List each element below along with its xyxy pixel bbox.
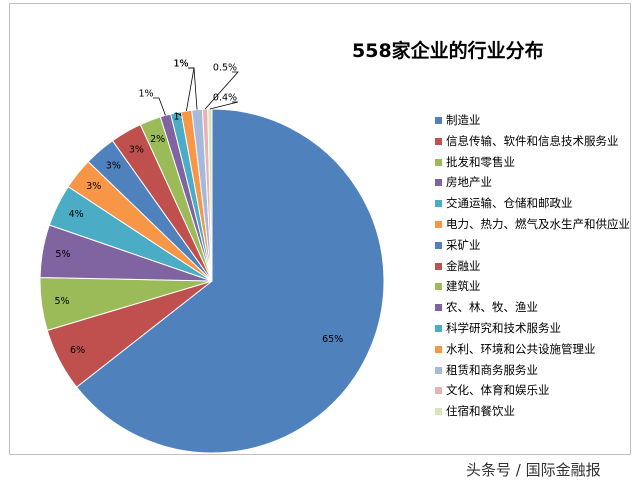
legend-item: 科学研究和技术服务业 bbox=[435, 318, 630, 339]
pie-slice-15 bbox=[207, 108, 213, 282]
leader-line-10 bbox=[153, 97, 166, 116]
data-label-8: 3% bbox=[129, 144, 144, 155]
legend-label: 农、林、牧、渔业 bbox=[446, 300, 538, 315]
legend-item: 制造业 bbox=[435, 110, 630, 131]
legend-item: 农、林、牧、渔业 bbox=[435, 297, 630, 318]
data-label-11: 1% bbox=[173, 112, 188, 123]
leader-line-12 bbox=[185, 67, 195, 111]
legend-swatch bbox=[435, 179, 442, 187]
data-label-10: 1% bbox=[138, 89, 153, 100]
data-label-7: 3% bbox=[106, 161, 121, 172]
legend-swatch bbox=[435, 200, 442, 208]
data-label-6: 3% bbox=[86, 181, 101, 192]
legend-swatch bbox=[435, 158, 442, 166]
legend-swatch bbox=[435, 117, 442, 124]
legend-swatch bbox=[435, 387, 442, 395]
legend-label: 租赁和商务服务业 bbox=[446, 362, 538, 377]
legend-item: 建筑业 bbox=[435, 276, 630, 297]
legend-item: 电力、热力、燃气及水生产和供应业 bbox=[435, 214, 630, 235]
legend-swatch bbox=[435, 366, 442, 374]
legend-item: 批发和零售业 bbox=[435, 152, 630, 173]
chart-title: 558家企业的行业分布 bbox=[352, 40, 544, 62]
legend-item: 文化、体育和娱乐业 bbox=[435, 380, 630, 401]
legend-swatch bbox=[435, 408, 442, 416]
legend-item: 住宿和餐饮业 bbox=[435, 401, 630, 422]
leader-line-15 bbox=[209, 101, 239, 110]
data-label-13: 1% bbox=[173, 59, 188, 70]
leader-line-14 bbox=[204, 71, 239, 110]
legend-swatch bbox=[435, 137, 442, 145]
data-label-5: 4% bbox=[69, 209, 84, 220]
legend-swatch bbox=[435, 304, 442, 312]
leader-line-13 bbox=[188, 67, 198, 110]
legend-label: 电力、热力、燃气及水生产和供应业 bbox=[446, 216, 630, 231]
legend-label: 住宿和餐饮业 bbox=[446, 404, 515, 419]
legend-item: 水利、环境和公共设施管理业 bbox=[435, 339, 630, 360]
legend-item: 房地产业 bbox=[435, 172, 630, 193]
legend-label: 房地产业 bbox=[446, 175, 492, 190]
legend-item: 金融业 bbox=[435, 256, 630, 277]
data-label-9: 2% bbox=[150, 134, 165, 145]
legend-item: 租赁和商务服务业 bbox=[435, 360, 630, 381]
data-label-12: 1% bbox=[173, 59, 188, 70]
data-label-14: 0.5% bbox=[213, 63, 237, 74]
pie-slice-1 bbox=[75, 108, 385, 454]
data-label-2: 6% bbox=[70, 345, 85, 356]
legend-label: 信息传输、软件和信息技术服务业 bbox=[446, 133, 619, 148]
data-label-15: 0.4% bbox=[213, 93, 237, 104]
legend-swatch bbox=[435, 283, 442, 291]
watermark: 头条号 / 国际金融报 bbox=[466, 461, 601, 479]
legend-label: 水利、环境和公共设施管理业 bbox=[446, 341, 596, 356]
legend-label: 交通运输、仓储和邮政业 bbox=[446, 196, 573, 211]
legend-swatch bbox=[435, 262, 442, 270]
legend-swatch bbox=[435, 345, 442, 353]
legend-item: 采矿业 bbox=[435, 235, 630, 256]
legend-label: 金融业 bbox=[446, 258, 481, 273]
data-label-3: 5% bbox=[54, 296, 69, 307]
legend-label: 文化、体育和娱乐业 bbox=[446, 383, 550, 398]
legend-swatch bbox=[435, 241, 442, 249]
legend-swatch bbox=[435, 324, 442, 332]
legend-label: 科学研究和技术服务业 bbox=[446, 320, 561, 335]
legend-label: 建筑业 bbox=[446, 279, 481, 294]
legend-swatch bbox=[435, 220, 442, 228]
legend-item: 信息传输、软件和信息技术服务业 bbox=[435, 131, 630, 152]
legend-label: 制造业 bbox=[446, 113, 481, 127]
data-label-4: 5% bbox=[55, 249, 70, 260]
legend-item: 交通运输、仓储和邮政业 bbox=[435, 193, 630, 214]
data-label-1: 65% bbox=[322, 334, 343, 345]
legend-label: 采矿业 bbox=[446, 237, 481, 252]
legend-label: 批发和零售业 bbox=[446, 154, 515, 169]
legend: 制造业信息传输、软件和信息技术服务业 批发和零售业 房地产业交通运输、仓储和邮政业电… bbox=[435, 110, 630, 422]
